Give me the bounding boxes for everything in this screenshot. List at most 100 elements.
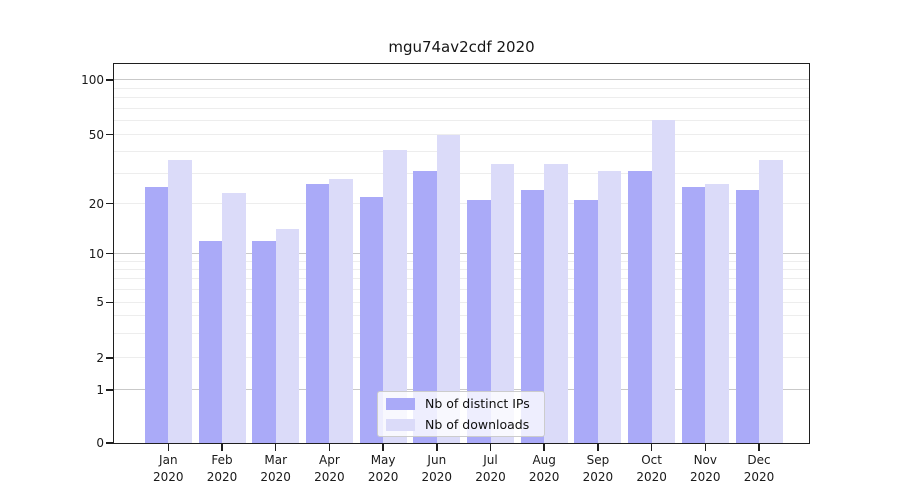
bar-nb-of-distinct-ips-apr [305,184,330,443]
x-axis-tick-mark [758,444,760,452]
gridline-major [114,389,809,391]
x-tick-month: Aug [532,453,556,467]
x-tick-month: Mar [264,453,287,467]
x-tick-month: May [370,453,396,467]
y-axis-tick-mark [105,442,113,444]
x-tick-month: Jun [427,453,447,467]
x-axis-tick-label: Jul 2020 [456,452,526,486]
bar-nb-of-distinct-ips-dec [735,190,759,443]
bar-nb-of-downloads-apr [329,178,353,443]
gridline-minor [114,151,809,153]
x-tick-month: Nov [693,453,717,467]
bar-nb-of-distinct-ips-jun [413,171,437,443]
gridline-minor [114,315,809,317]
x-axis-tick-label: Jun 2020 [402,452,472,486]
y-axis-tick-label: 50 [88,127,104,142]
bar-nb-of-distinct-ips-may [359,196,384,443]
bar-nb-of-downloads-jul [490,164,514,443]
x-axis-tick-label: May 2020 [348,452,418,486]
y-axis-tick-mark [105,202,113,205]
x-tick-month: Feb [211,453,233,467]
y-axis-tick-mark [105,252,113,255]
plot-area: 100 50 20 10 5 2 1 0 Jan 2020 Feb 2020 Mar 2020 Apr 202… [81,63,810,484]
gridline-minor [114,301,809,303]
x-tick-year: 2020 [582,470,614,484]
x-tick-month: Jul [483,453,498,467]
bar-nb-of-distinct-ips-oct [628,171,652,443]
bar-nb-of-distinct-ips-feb [198,240,222,443]
y-axis-tick-mark [105,356,113,359]
x-tick-year: 2020 [314,470,345,484]
x-tick-year: 2020 [260,470,291,484]
x-tick-month: Jan [159,453,178,467]
legend-label-nb-of-distinct-ips: Nb of distinct IPs [425,396,530,411]
legend-entry-nb-of-downloads: Nb of downloads [386,417,536,432]
bar-nb-of-distinct-ips-mar [252,240,276,443]
gridline-minor [114,134,809,136]
bar-nb-of-downloads-jan [168,159,192,443]
x-axis-tick-label: Feb 2020 [187,452,257,486]
x-axis-tick-label: Sep 2020 [563,452,633,486]
legend-entry-nb-of-distinct-ips: Nb of distinct IPs [386,396,536,411]
x-axis-tick-label: Mar 2020 [241,452,311,486]
bar-nb-of-downloads-aug [544,164,568,443]
x-tick-year: 2020 [690,470,721,484]
y-axis-tick-label: 1 [96,382,104,397]
x-axis-tick-mark [650,444,653,452]
gridline-minor [114,97,809,99]
x-axis-tick-mark [328,444,331,452]
y-axis-tick-mark [105,79,113,81]
gridline-minor [114,268,809,270]
y-axis-tick-label: 5 [96,295,104,310]
gridline-minor [114,203,809,205]
y-axis-tick-label: 2 [96,350,104,365]
y-axis-tick-label: 0 [96,436,104,450]
gridline-minor [114,119,809,121]
x-axis-tick-label: Aug 2020 [509,452,579,486]
x-tick-month: Oct [641,453,662,467]
bar-nb-of-distinct-ips-jul [467,199,491,443]
bar-nb-of-distinct-ips-aug [520,190,545,443]
x-tick-year: 2020 [367,470,399,484]
x-axis-tick-mark [489,444,492,452]
x-axis-tick-mark [543,444,545,452]
legend-swatch-nb-of-distinct-ips [386,397,415,410]
gridline-minor [114,357,809,359]
x-axis-tick-mark [221,444,223,452]
gridline-minor [114,332,809,334]
x-axis-tick-label: Dec 2020 [724,452,794,486]
y-axis-tick-label: 10 [88,246,104,261]
legend-label-nb-of-downloads: Nb of downloads [425,417,530,432]
x-axis-tick-mark [382,444,384,452]
x-tick-year: 2020 [743,470,775,484]
x-axis-tick-label: Apr 2020 [294,452,364,486]
bar-nb-of-downloads-sep [597,171,622,443]
gridline-major [114,79,809,81]
gridline-major [114,253,809,255]
x-tick-year: 2020 [475,470,506,484]
bar-nb-of-distinct-ips-sep [574,199,598,443]
bar-nb-of-downloads-mar [275,229,300,443]
gridline-minor [114,173,809,175]
x-axis-tick-mark [704,444,707,452]
bar-nb-of-downloads-jun [436,134,461,443]
x-axis-tick-label: Oct 2020 [617,452,687,486]
bar-nb-of-downloads-feb [222,193,246,443]
x-tick-month: Dec [747,453,771,467]
bar-nb-of-downloads-dec [759,159,783,443]
gridline-minor [114,260,809,262]
bar-nb-of-distinct-ips-nov [681,187,706,443]
chart-title: mgu74av2cdf 2020 [388,38,535,56]
bar-nb-of-downloads-may [383,149,407,443]
x-tick-year: 2020 [153,470,184,484]
legend: Nb of distinct IPs Nb of downloads [377,391,545,437]
x-axis-tick-label: Nov 2020 [670,452,740,486]
bar-nb-of-downloads-oct [651,120,676,443]
gridline-minor [114,107,809,109]
y-axis-tick-label: 20 [88,196,104,211]
x-tick-month: Apr [319,453,340,467]
x-tick-month: Sep [586,453,610,467]
bar-nb-of-downloads-nov [705,184,729,443]
x-axis-tick-mark [167,444,170,452]
